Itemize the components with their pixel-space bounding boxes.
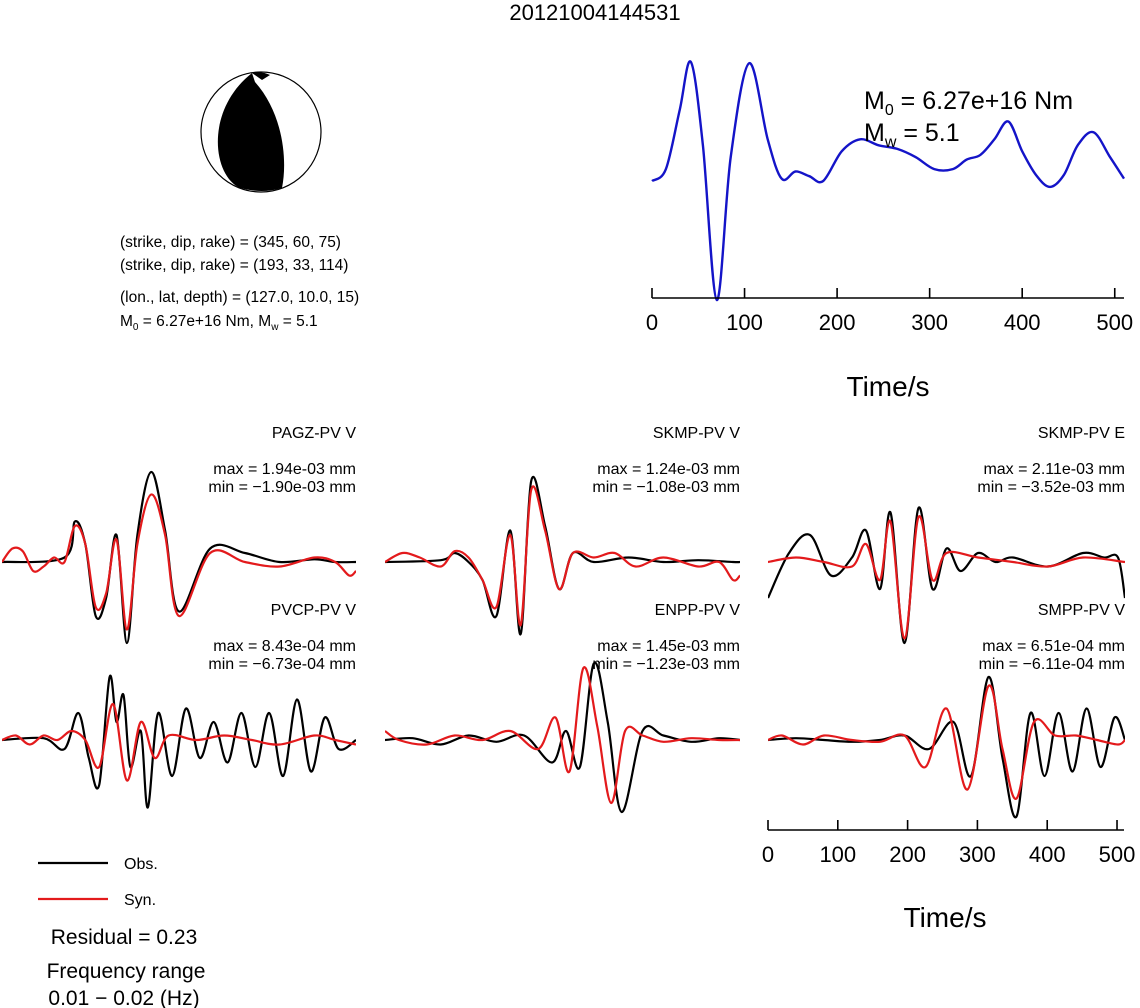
beachball-top-cap: [252, 72, 270, 80]
synthetic-trace: [385, 485, 740, 627]
stf-mw-label: Mw = 5.1: [864, 119, 960, 151]
max-amplitude-label: max = 1.24e-03 mm: [597, 461, 740, 478]
figure-title: 20121004144531: [509, 0, 680, 25]
waveform-x-tick-label: 0: [762, 842, 774, 867]
station-label: ENPP-PV V: [655, 602, 741, 619]
stf-x-tick-label: 200: [819, 310, 856, 335]
stf-panel: M0 = 6.27e+16 Nm Mw = 5.1 0 100 200 300 400 5…: [646, 60, 1133, 402]
synthetic-trace: [768, 684, 1125, 800]
max-amplitude-label: max = 8.43e-04 mm: [213, 638, 356, 655]
legend-syn-label: Syn.: [124, 892, 156, 909]
waveform-x-axis-label: Time/s: [904, 902, 987, 933]
plane1-text: (strike, dip, rake) = (345, 60, 75): [120, 234, 341, 251]
stf-x-axis: 0 100 200 300 400 500: [646, 288, 1133, 335]
max-amplitude-label: max = 6.51e-04 mm: [982, 638, 1125, 655]
waveform-x-tick-label: 400: [1029, 842, 1066, 867]
station-label: PVCP-PV V: [271, 602, 357, 619]
stf-x-tick-label: 500: [1096, 310, 1133, 335]
stf-x-tick-label: 0: [646, 310, 658, 335]
stf-x-tick-label: 300: [911, 310, 948, 335]
max-amplitude-label: max = 2.11e-03 mm: [983, 461, 1125, 478]
observed-trace: [768, 506, 1125, 645]
synthetic-trace: [2, 702, 356, 782]
observed-trace: [768, 675, 1125, 819]
waveform-x-tick-label: 300: [959, 842, 996, 867]
min-amplitude-label: min = −1.23e-03 mm: [592, 656, 740, 673]
stf-x-tick-label: 400: [1004, 310, 1041, 335]
synthetic-trace: [768, 515, 1125, 640]
observed-trace: [385, 661, 740, 814]
waveform-x-tick-label: 200: [889, 842, 926, 867]
moment-text: M0 = 6.27e+16 Nm, Mw = 5.1: [120, 313, 318, 333]
frequency-range-value: 0.01 − 0.02 (Hz): [48, 987, 199, 1008]
residual-text: Residual = 0.23: [51, 926, 198, 949]
min-amplitude-label: min = −1.08e-03 mm: [592, 479, 740, 496]
location-text: (lon., lat, depth) = (127.0, 10.0, 15): [120, 289, 359, 306]
station-label: PAGZ-PV V: [272, 425, 356, 442]
synthetic-trace: [385, 666, 740, 805]
beachball-compression-quadrant: [217, 73, 285, 191]
min-amplitude-label: min = −6.11e-04 mm: [979, 656, 1125, 673]
synthetic-trace: [2, 493, 356, 631]
station-label: SMPP-PV V: [1038, 602, 1125, 619]
waveform-x-tick-label: 500: [1099, 842, 1136, 867]
observed-trace: [385, 475, 740, 636]
beachball: [200, 71, 322, 193]
stf-m0-label: M0 = 6.27e+16 Nm: [864, 87, 1073, 119]
stf-line: [651, 60, 1126, 302]
stf-x-tick-label: 100: [726, 310, 763, 335]
observed-trace: [2, 674, 356, 809]
legend: Obs. Syn.: [38, 856, 158, 909]
station-label: SKMP-PV V: [653, 425, 740, 442]
plane2-text: (strike, dip, rake) = (193, 33, 114): [120, 257, 348, 274]
min-amplitude-label: min = −6.73e-04 mm: [208, 656, 356, 673]
waveform-x-tick-label: 100: [819, 842, 856, 867]
max-amplitude-label: max = 1.45e-03 mm: [597, 638, 740, 655]
waveform-x-axis: 0 100 200 300 400 500: [762, 820, 1136, 867]
legend-obs-label: Obs.: [124, 856, 158, 873]
max-amplitude-label: max = 1.94e-03 mm: [213, 461, 356, 478]
stf-x-axis-label: Time/s: [847, 371, 930, 402]
min-amplitude-label: min = −1.90e-03 mm: [208, 479, 356, 496]
frequency-range-label: Frequency range: [47, 960, 206, 983]
station-label: SKMP-PV E: [1038, 425, 1125, 442]
min-amplitude-label: min = −3.52e-03 mm: [977, 479, 1125, 496]
